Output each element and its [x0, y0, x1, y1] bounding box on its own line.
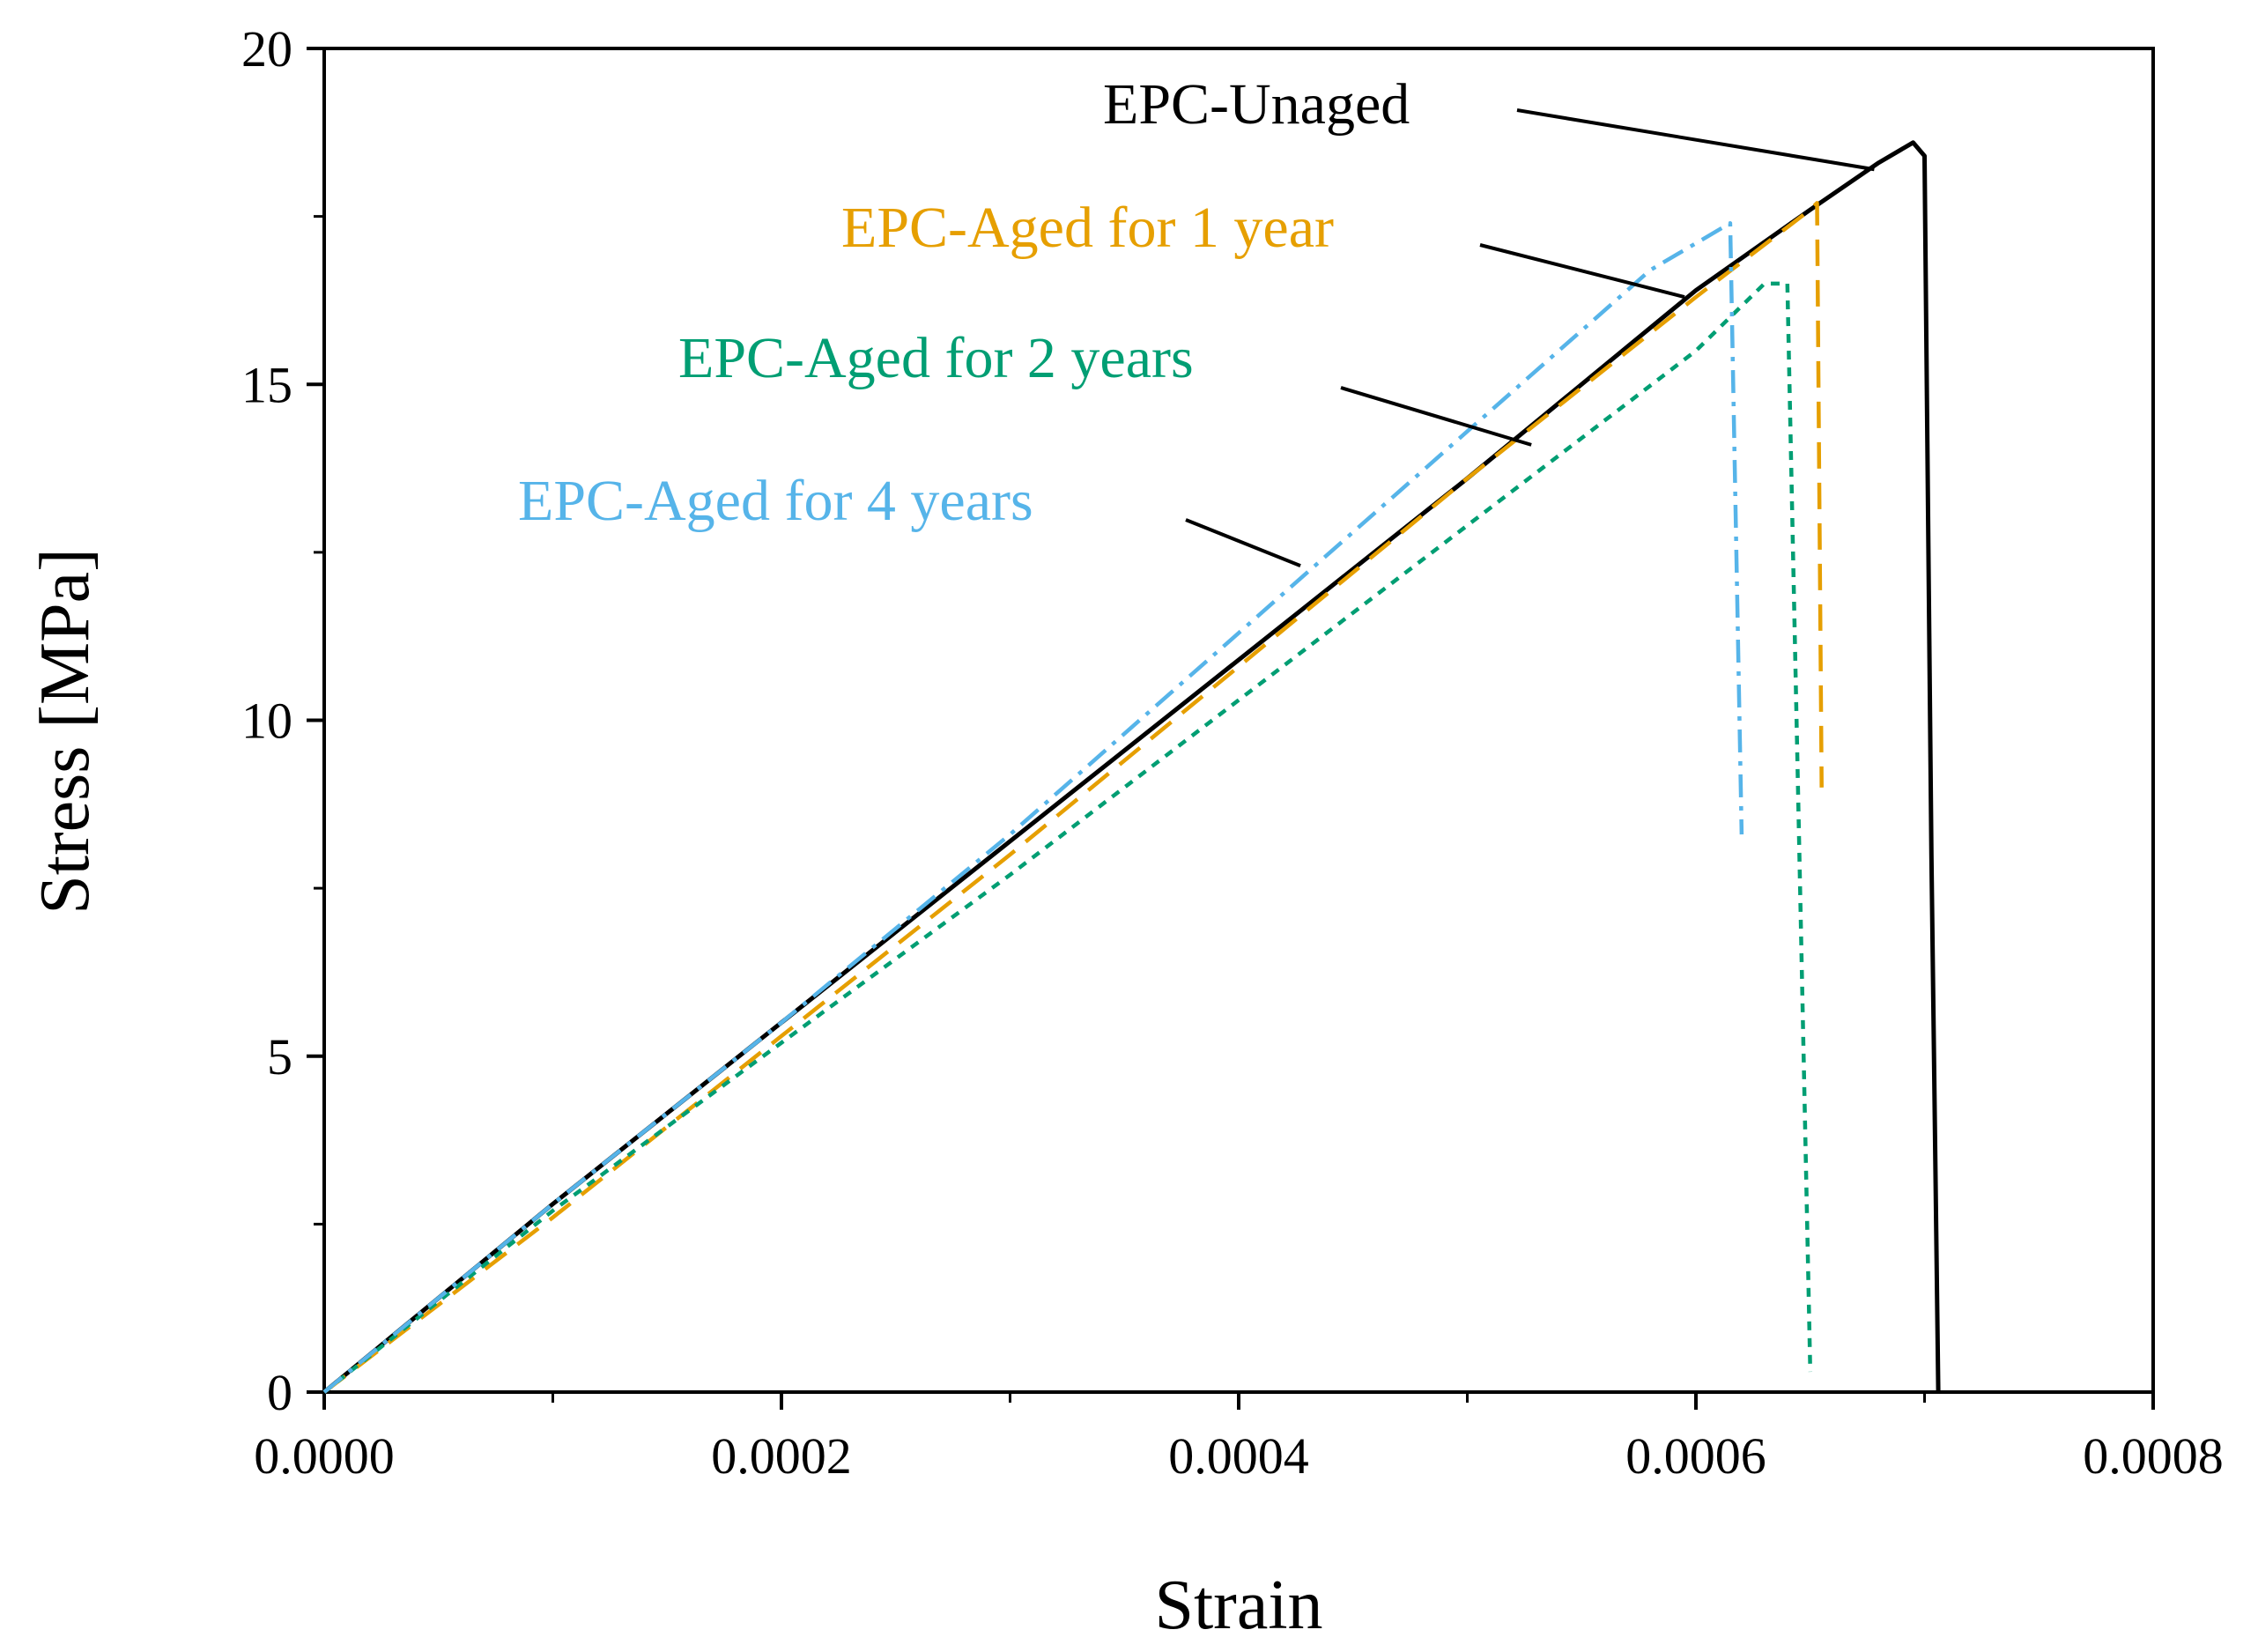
x-tick-label: 0.0004 [1168, 1427, 1309, 1485]
series-label: EPC-Aged for 1 year [841, 196, 1334, 260]
leader-line [1516, 108, 1875, 172]
y-tick-label: 10 [241, 693, 292, 750]
y-axis-title: Stress [MPa] [26, 548, 104, 915]
series-lines [322, 140, 1941, 1394]
leader-line [1340, 386, 1532, 447]
leader-line [1185, 518, 1301, 567]
axis-ticks: 0.0000 0.0002 0.0004 0.0006 0.0008 0 5 10 15 20 [241, 20, 2224, 1485]
x-tick-label: 0.0002 [711, 1427, 852, 1485]
series-line-2 [322, 201, 1824, 1394]
series-annotations: EPC-Unaged EPC-Aged for 1 year EPC-Aged fo… [518, 72, 1875, 567]
y-tick-label: 20 [241, 20, 292, 78]
series-label: EPC-Unaged [1103, 72, 1410, 137]
series-label: EPC-Aged for 2 years [678, 326, 1194, 390]
x-tick-label: 0.0008 [2083, 1427, 2224, 1485]
x-tick-label: 0.0006 [1625, 1427, 1766, 1485]
x-axis-title: Strain [1154, 1567, 1322, 1644]
series-label: EPC-Aged for 4 years [518, 469, 1033, 533]
series-line-4 [322, 221, 1744, 1394]
y-tick-label: 0 [267, 1364, 292, 1421]
leader-line [1479, 243, 1685, 300]
y-tick-label: 5 [267, 1028, 292, 1085]
series-line-3 [322, 281, 1813, 1394]
y-tick-label: 15 [241, 356, 292, 413]
x-tick-label: 0.0000 [254, 1427, 395, 1485]
